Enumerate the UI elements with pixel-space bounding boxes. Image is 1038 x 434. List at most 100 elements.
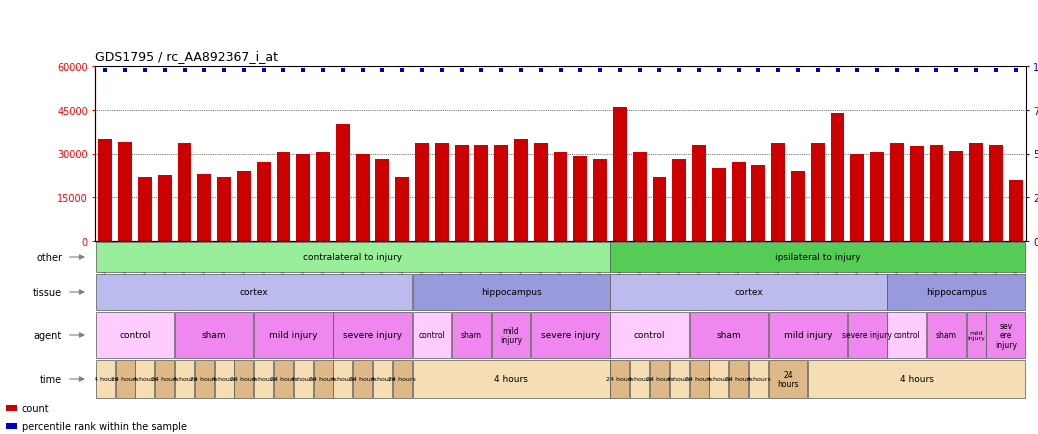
- Text: 24 hours: 24 hours: [725, 377, 753, 381]
- Bar: [333, 312, 412, 358]
- Text: tissue: tissue: [33, 287, 62, 297]
- Point: [611, 68, 628, 75]
- Bar: [890, 144, 904, 241]
- Text: agent: agent: [34, 330, 62, 340]
- Bar: [276, 153, 291, 241]
- Point: [908, 68, 925, 75]
- Point: [374, 68, 390, 75]
- Bar: [673, 160, 686, 241]
- Bar: [6, 423, 18, 429]
- Bar: [195, 360, 214, 398]
- Bar: [610, 242, 1026, 273]
- Bar: [930, 145, 944, 241]
- Point: [552, 68, 569, 75]
- Bar: [373, 360, 392, 398]
- Text: 4 hours: 4 hours: [746, 377, 770, 381]
- Bar: [95, 242, 609, 273]
- Bar: [692, 145, 706, 241]
- Bar: [969, 144, 983, 241]
- Point: [711, 68, 728, 75]
- Point: [98, 68, 114, 75]
- Bar: [474, 145, 488, 241]
- Bar: [809, 360, 1026, 398]
- Point: [750, 68, 767, 75]
- Text: sham: sham: [936, 331, 957, 340]
- Bar: [610, 360, 629, 398]
- Bar: [689, 312, 768, 358]
- Point: [196, 68, 213, 75]
- Bar: [653, 178, 666, 241]
- Bar: [870, 153, 884, 241]
- Bar: [514, 140, 528, 241]
- Bar: [573, 157, 588, 241]
- Point: [770, 68, 787, 75]
- Bar: [175, 360, 194, 398]
- Text: sham: sham: [716, 331, 741, 340]
- Bar: [453, 312, 491, 358]
- Point: [354, 68, 371, 75]
- Text: severe injury: severe injury: [842, 331, 893, 340]
- Bar: [848, 312, 886, 358]
- Bar: [118, 142, 132, 241]
- Text: hippocampus: hippocampus: [926, 288, 987, 297]
- Bar: [336, 125, 350, 241]
- Bar: [531, 312, 609, 358]
- Text: 4 hours: 4 hours: [93, 377, 117, 381]
- Text: 24 hours: 24 hours: [349, 377, 377, 381]
- Bar: [534, 144, 548, 241]
- Point: [849, 68, 866, 75]
- Bar: [115, 360, 135, 398]
- Point: [493, 68, 510, 75]
- Text: 4 hours: 4 hours: [707, 377, 731, 381]
- Bar: [610, 274, 886, 310]
- Bar: [492, 312, 530, 358]
- Bar: [950, 151, 963, 241]
- Point: [414, 68, 431, 75]
- Bar: [412, 312, 452, 358]
- Bar: [791, 171, 804, 241]
- Bar: [353, 360, 373, 398]
- Text: percentile rank within the sample: percentile rank within the sample: [22, 421, 187, 431]
- Text: control: control: [418, 331, 445, 340]
- Bar: [689, 360, 709, 398]
- Bar: [732, 163, 745, 241]
- Text: 24 hours: 24 hours: [230, 377, 257, 381]
- Text: 4 hours: 4 hours: [252, 377, 275, 381]
- Point: [987, 68, 1004, 75]
- Point: [631, 68, 648, 75]
- Point: [454, 68, 470, 75]
- Text: mild injury: mild injury: [269, 331, 318, 340]
- Text: sham: sham: [202, 331, 226, 340]
- Bar: [712, 169, 726, 241]
- Point: [315, 68, 331, 75]
- Text: 4 hours: 4 hours: [212, 377, 236, 381]
- Bar: [412, 274, 609, 310]
- Bar: [296, 154, 310, 241]
- Bar: [633, 153, 647, 241]
- Bar: [99, 140, 112, 241]
- Bar: [274, 360, 293, 398]
- Text: time: time: [39, 374, 62, 384]
- Text: severe injury: severe injury: [343, 331, 402, 340]
- Point: [889, 68, 905, 75]
- Bar: [415, 144, 429, 241]
- Bar: [811, 144, 825, 241]
- Text: 4 hours: 4 hours: [292, 377, 316, 381]
- Text: mild
injury: mild injury: [967, 330, 985, 340]
- Bar: [966, 312, 985, 358]
- Bar: [748, 360, 768, 398]
- Text: 24 hours: 24 hours: [151, 377, 179, 381]
- Point: [137, 68, 154, 75]
- Point: [393, 68, 410, 75]
- Bar: [610, 312, 689, 358]
- Text: 24 hours: 24 hours: [685, 377, 713, 381]
- Text: 24 hours: 24 hours: [111, 377, 139, 381]
- Text: control: control: [634, 331, 665, 340]
- Bar: [95, 274, 412, 310]
- Point: [532, 68, 549, 75]
- Bar: [95, 360, 115, 398]
- Bar: [771, 144, 785, 241]
- Text: 24 hours: 24 hours: [646, 377, 674, 381]
- Text: mild
injury: mild injury: [500, 326, 522, 345]
- Point: [810, 68, 826, 75]
